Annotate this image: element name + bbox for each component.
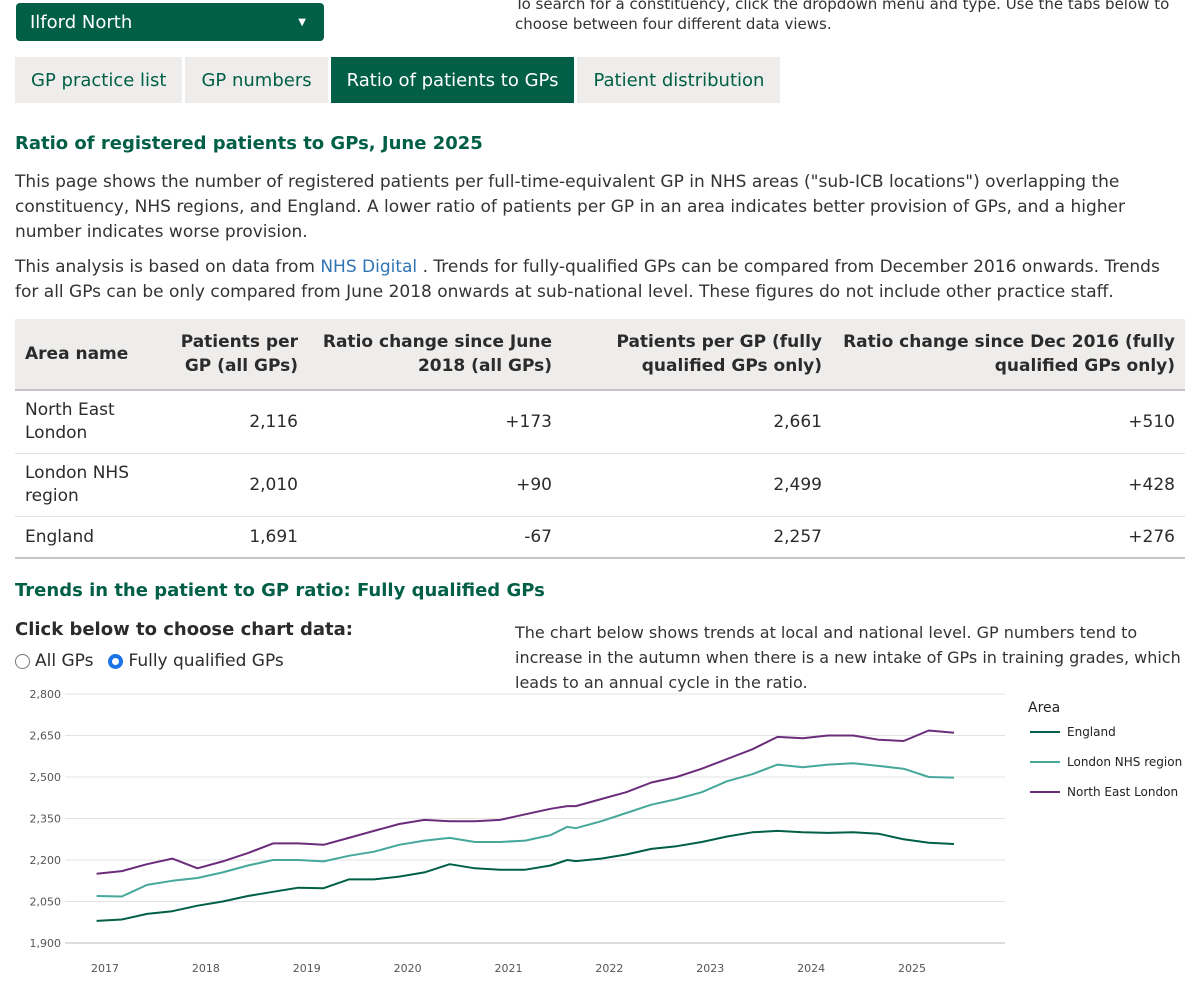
cell-patients-all: 1,691 [140,516,308,559]
radio-fully-qualified[interactable]: Fully qualified GPs [108,651,284,671]
y-tick-label: 2,800 [30,688,62,701]
constituency-dropdown[interactable]: Ilford North ▼ [16,3,324,41]
radio-all-gps-circle[interactable] [15,653,30,669]
table-row: North East London 2,116 +173 2,661 +510 [15,390,1185,454]
cell-patients-all: 2,010 [140,453,308,517]
radio-all-gps-label: All GPs [35,651,94,671]
cell-patients-fq: 2,661 [562,390,832,454]
series-line-london-nhs-region [96,762,955,898]
chevron-down-icon: ▼ [298,16,306,28]
legend-label: London NHS region [1067,755,1182,769]
table-row: England 1,691 -67 2,257 +276 [15,516,1185,559]
cell-change-fq: +276 [832,516,1185,559]
radio-all-gps[interactable]: All GPs [15,651,93,671]
cell-area-name: London NHS region [15,453,140,517]
x-tick-label: 2020 [394,962,422,975]
ratio-section-title: Ratio of registered patients to GPs, Jun… [15,133,483,154]
cell-change-all: +173 [308,390,562,454]
y-tick-label: 2,200 [30,854,62,867]
source-text-before: This analysis is based on data from [15,257,321,277]
tab-patient-distribution[interactable]: Patient distribution [577,57,781,103]
chart-data-radio-group: All GPs Fully qualified GPs [15,651,299,671]
radio-fully-qualified-circle[interactable] [108,653,124,669]
y-tick-label: 2,350 [30,813,62,826]
tab-gp-numbers[interactable]: GP numbers [185,57,328,103]
series-line-england [96,829,955,922]
legend-label: England [1067,725,1116,739]
x-tick-label: 2018 [192,962,220,975]
chart-explanation: The chart below shows trends at local an… [515,623,1181,692]
constituency-selected: Ilford North [30,11,133,33]
y-tick-label: 2,050 [30,896,62,909]
chart-data-choice-label: Click below to choose chart data: [15,619,353,640]
cell-area-name: England [15,516,140,559]
tab-ratio-of-patients[interactable]: Ratio of patients to GPs [330,57,575,103]
y-tick-label: 2,650 [30,730,62,743]
cell-change-all: -67 [308,516,562,559]
series-line-north-east-london [96,729,955,875]
x-tick-label: 2022 [595,962,623,975]
radio-fully-qualified-label: Fully qualified GPs [128,651,284,671]
trend-chart: 1,900 2,050 2,200 2,350 2,500 2,650 2,800 2017 2… [30,688,1183,975]
legend-title: Area [1028,700,1060,716]
col-header-patients-fq: Patients per GP (fully qualified GPs onl… [562,319,832,391]
cell-patients-all: 2,116 [140,390,308,454]
col-header-patients-all: Patients per GP (all GPs) [140,319,308,391]
cell-patients-fq: 2,257 [562,516,832,559]
x-tick-label: 2025 [898,962,926,975]
cell-area-name: North East London [15,390,140,454]
source-paragraph: This analysis is based on data from NHS … [15,255,1185,305]
ratio-table: Area name Patients per GP (all GPs) Rati… [15,319,1185,559]
cell-change-fq: +510 [832,390,1185,454]
col-header-change-all: Ratio change since June 2018 (all GPs) [308,319,562,391]
x-tick-label: 2017 [91,962,119,975]
tab-gp-practice-list[interactable]: GP practice list [15,57,183,103]
data-view-tabs: GP practice list GP numbers Ratio of pat… [15,57,781,103]
legend-label: North East London [1067,785,1178,799]
x-tick-label: 2019 [293,962,321,975]
x-tick-label: 2023 [696,962,724,975]
intro-paragraph: This page shows the number of registered… [15,172,1125,242]
col-header-change-fq: Ratio change since Dec 2016 (fully quali… [832,319,1185,391]
x-tick-label: 2024 [797,962,825,975]
trends-section-title: Trends in the patient to GP ratio: Fully… [15,580,545,601]
col-header-area: Area name [15,319,140,391]
table-header-row: Area name Patients per GP (all GPs) Rati… [15,319,1185,391]
search-help-text: To search for a constituency, click the … [515,0,1170,33]
x-tick-label: 2021 [495,962,523,975]
table-row: London NHS region 2,010 +90 2,499 +428 [15,453,1185,517]
cell-change-fq: +428 [832,453,1185,517]
cell-change-all: +90 [308,453,562,517]
source-text-after: . Trends for fully-qualified GPs can be … [15,257,1160,302]
y-tick-label: 2,500 [30,771,62,784]
y-tick-label: 1,900 [30,937,62,950]
nhs-digital-link[interactable]: NHS Digital [320,257,418,277]
cell-patients-fq: 2,499 [562,453,832,517]
